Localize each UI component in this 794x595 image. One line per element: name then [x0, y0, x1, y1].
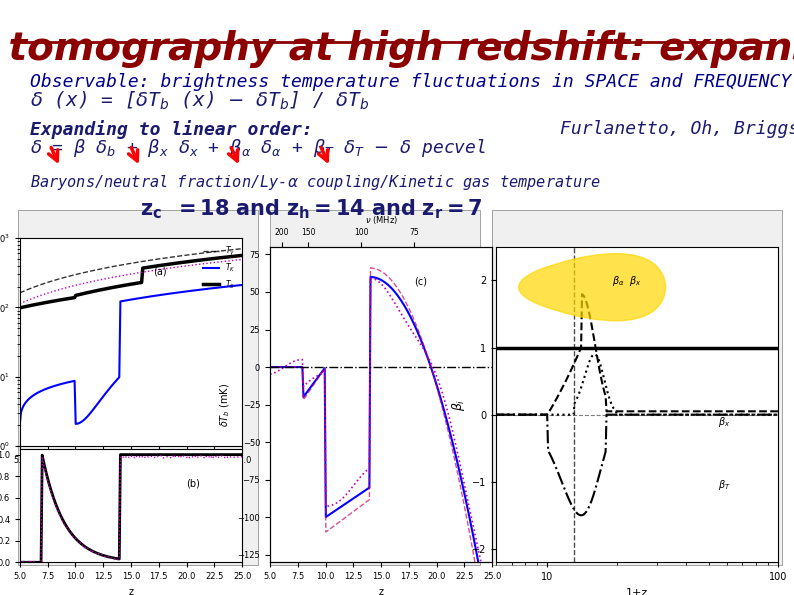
X-axis label: z: z: [379, 587, 384, 595]
$T_K$: [75, 419, 84, 427]
Line: $T_S$: $T_S$: [20, 255, 242, 308]
X-axis label: z: z: [129, 587, 133, 595]
$T_K$: [15, 420, 25, 427]
Text: Furlanetto, Oh, Briggs (2006): Furlanetto, Oh, Briggs (2006): [560, 120, 794, 138]
Text: Expanding to linear order:: Expanding to linear order:: [30, 120, 313, 139]
X-axis label: 1+z: 1+z: [626, 587, 649, 595]
$T_\gamma$: [24, 286, 33, 293]
Ellipse shape: [518, 253, 665, 321]
$T_K$: [218, 283, 228, 290]
Line: $T_K$: $T_K$: [20, 285, 242, 424]
X-axis label: $\nu$ (MHz): $\nu$ (MHz): [364, 214, 398, 226]
$T_K$: [237, 281, 247, 289]
X-axis label: z: z: [129, 471, 133, 481]
$T_K$: [29, 392, 38, 399]
Text: $\delta$ (x) = [$\delta$T$_b$ (x) $-$ $\delta$T$_b$] / $\delta$T$_b$: $\delta$ (x) = [$\delta$T$_b$ (x) $-$ $\…: [30, 90, 369, 112]
$T_S$: [237, 252, 247, 259]
$T_S$: [24, 302, 33, 309]
Text: Baryons/neutral fraction/Ly-$\alpha$ coupling/Kinetic gas temperature: Baryons/neutral fraction/Ly-$\alpha$ cou…: [30, 173, 601, 192]
FancyBboxPatch shape: [492, 210, 782, 565]
Text: Observable: brightness temperature fluctuations in SPACE and FREQUENCY :: Observable: brightness temperature fluct…: [30, 73, 794, 91]
Text: $\beta_T$: $\beta_T$: [719, 478, 731, 493]
Text: (a): (a): [153, 267, 167, 276]
Line: $T_\gamma$: $T_\gamma$: [20, 249, 242, 293]
$T_S$: [29, 302, 38, 309]
$T_\gamma$: [237, 245, 247, 252]
Text: (b): (b): [187, 479, 200, 489]
Text: $\delta$ = $\beta$ $\delta_b$ + $\beta_x$ $\delta_x$ + $\beta_\alpha$ $\delta_\a: $\delta$ = $\beta$ $\delta_b$ + $\beta_x…: [30, 137, 486, 159]
$T_\gamma$: [56, 275, 66, 282]
$T_\gamma$: [226, 246, 236, 253]
$T_K$: [24, 396, 33, 403]
Text: $\beta_x$: $\beta_x$: [719, 415, 730, 429]
$T_S$: [56, 296, 66, 303]
$T_\gamma$: [29, 284, 38, 291]
FancyBboxPatch shape: [18, 210, 258, 565]
Y-axis label: $\beta_i$: $\beta_i$: [449, 399, 467, 411]
Legend: $T_\gamma$, $T_K$, $T_S$: $T_\gamma$, $T_K$, $T_S$: [200, 242, 238, 294]
$T_S$: [226, 253, 236, 260]
$T_K$: [226, 283, 236, 290]
$T_S$: [218, 254, 228, 261]
Text: (c): (c): [414, 277, 427, 286]
$T_S$: [75, 291, 84, 298]
$T_K$: [56, 380, 66, 387]
Text: IGM tomography at high redshift: expansion: IGM tomography at high redshift: expansi…: [0, 30, 794, 68]
$T_\gamma$: [15, 289, 25, 296]
FancyBboxPatch shape: [270, 210, 480, 565]
$T_S$: [15, 304, 25, 311]
Y-axis label: $\delta T_b$ (mK): $\delta T_b$ (mK): [218, 383, 232, 427]
Text: $\bf{z_c}$ $\bf{= 18\ and\ z_h = 14\ and\ z_r = 7}$: $\bf{z_c}$ $\bf{= 18\ and\ z_h = 14\ and…: [140, 197, 483, 221]
$T_\gamma$: [218, 247, 228, 254]
$T_\gamma$: [75, 270, 84, 277]
Text: $\beta_\alpha$  $\beta_x$: $\beta_\alpha$ $\beta_x$: [611, 274, 642, 288]
